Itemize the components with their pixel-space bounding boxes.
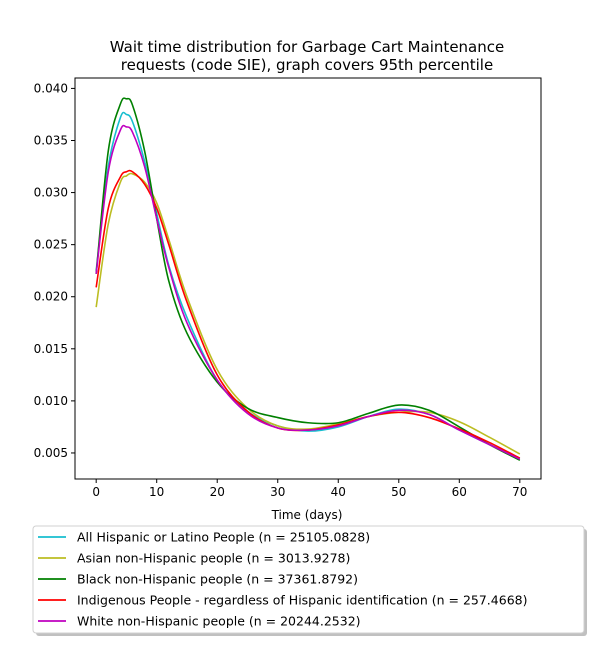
legend-box: [32, 525, 585, 634]
y-axis: 0.005 0.010 0.015 0.020 0.025 0.030 0.035 0.040: [34, 81, 75, 460]
y-tick-label: 0.005: [34, 446, 68, 460]
y-tick-label: 0.030: [34, 186, 68, 200]
x-tick-label: 30: [270, 485, 285, 499]
series-line-0: [95, 111, 521, 459]
legend-label-0: All Hispanic or Latino People (n = 25105…: [77, 530, 370, 545]
x-tick-label: 70: [512, 485, 527, 499]
x-axis-label: Time (days): [271, 508, 343, 522]
x-tick-label: 60: [452, 485, 467, 499]
x-tick-label: 0: [92, 485, 100, 499]
x-tick-label: 10: [149, 485, 164, 499]
legend-label-3: Indigenous People - regardless of Hispan…: [77, 593, 527, 608]
legend-label-4: White non-Hispanic people (n = 20244.253…: [77, 614, 361, 629]
legend-items: All Hispanic or Latino People (n = 25105…: [38, 530, 527, 629]
x-tick-label: 40: [331, 485, 346, 499]
legend-label-2: Black non-Hispanic people (n = 37361.879…: [77, 572, 358, 587]
y-tick-label: 0.010: [34, 394, 68, 408]
y-tick-label: 0.040: [34, 81, 68, 95]
x-tick-label: 50: [391, 485, 406, 499]
y-tick-label: 0.015: [34, 342, 68, 356]
legend: All Hispanic or Latino People (n = 25105…: [32, 525, 587, 636]
series-line-1: [95, 172, 521, 455]
y-tick-label: 0.020: [34, 290, 68, 304]
plot-frame: [74, 77, 542, 480]
series-line-3: [95, 169, 521, 459]
x-axis: 0 10 20 30 40 50 60 70: [92, 479, 527, 499]
legend-label-1: Asian non-Hispanic people (n = 3013.9278…: [77, 551, 350, 566]
y-tick-label: 0.025: [34, 238, 68, 252]
x-tick-label: 20: [210, 485, 225, 499]
series-line-4: [95, 124, 521, 460]
chart-title-line-2: requests (code SIE), graph covers 95th p…: [121, 56, 493, 74]
series-line-2: [95, 97, 521, 461]
chart-title-line-1: Wait time distribution for Garbage Cart …: [110, 38, 504, 56]
y-tick-label: 0.035: [34, 133, 68, 147]
series-layer: [95, 97, 521, 461]
